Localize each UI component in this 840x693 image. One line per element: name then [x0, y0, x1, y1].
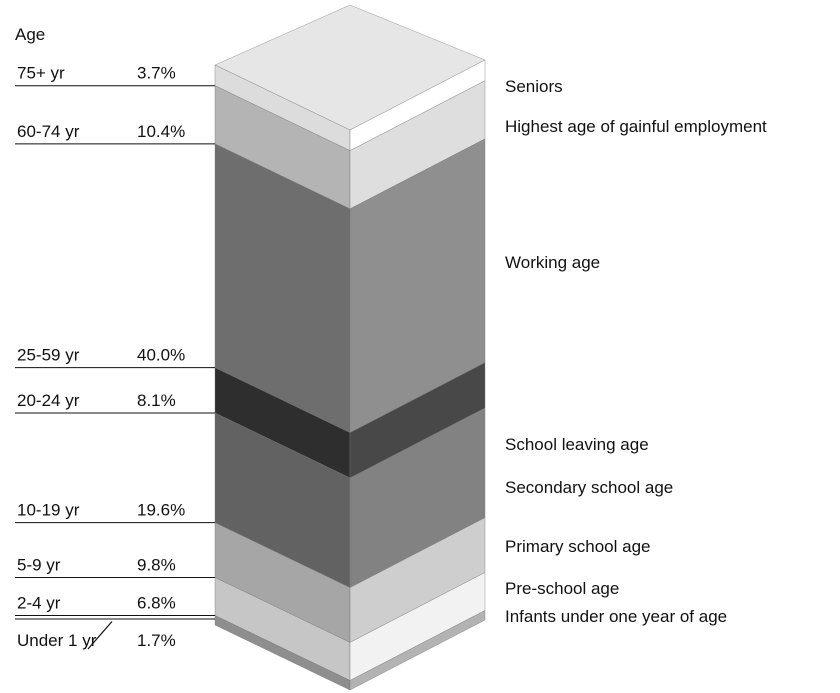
stage-label: Infants under one year of age [505, 607, 727, 626]
stage-label: School leaving age [505, 435, 649, 454]
category-label: 5-9 yr [17, 555, 61, 574]
value-label: 40.0% [137, 346, 185, 365]
category-label: 20-24 yr [17, 391, 80, 410]
value-label: 9.8% [137, 555, 176, 574]
value-label: 6.8% [137, 593, 176, 612]
category-label: 2-4 yr [17, 593, 61, 612]
stage-label: Primary school age [505, 537, 651, 556]
chart-title: Age [15, 25, 45, 44]
category-label: 10-19 yr [17, 501, 80, 520]
stage-label: Secondary school age [505, 478, 673, 497]
category-label: Under 1 yr [17, 631, 97, 650]
category-label: 60-74 yr [17, 122, 80, 141]
value-label: 3.7% [137, 64, 176, 83]
value-label: 10.4% [137, 122, 185, 141]
stage-label: Highest age of gainful employment [505, 117, 767, 136]
stage-label: Pre-school age [505, 579, 619, 598]
category-label: 25-59 yr [17, 346, 80, 365]
category-label: 75+ yr [17, 64, 65, 83]
chart: Age 75+ yr 3.7% 60-74 yr 10.4% 25-59 yr 40.0%… [0, 0, 840, 693]
stage-label: Working age [505, 253, 600, 272]
value-label: 19.6% [137, 501, 185, 520]
value-label: 1.7% [137, 631, 176, 650]
stage-label: Seniors [505, 77, 563, 96]
value-label: 8.1% [137, 391, 176, 410]
